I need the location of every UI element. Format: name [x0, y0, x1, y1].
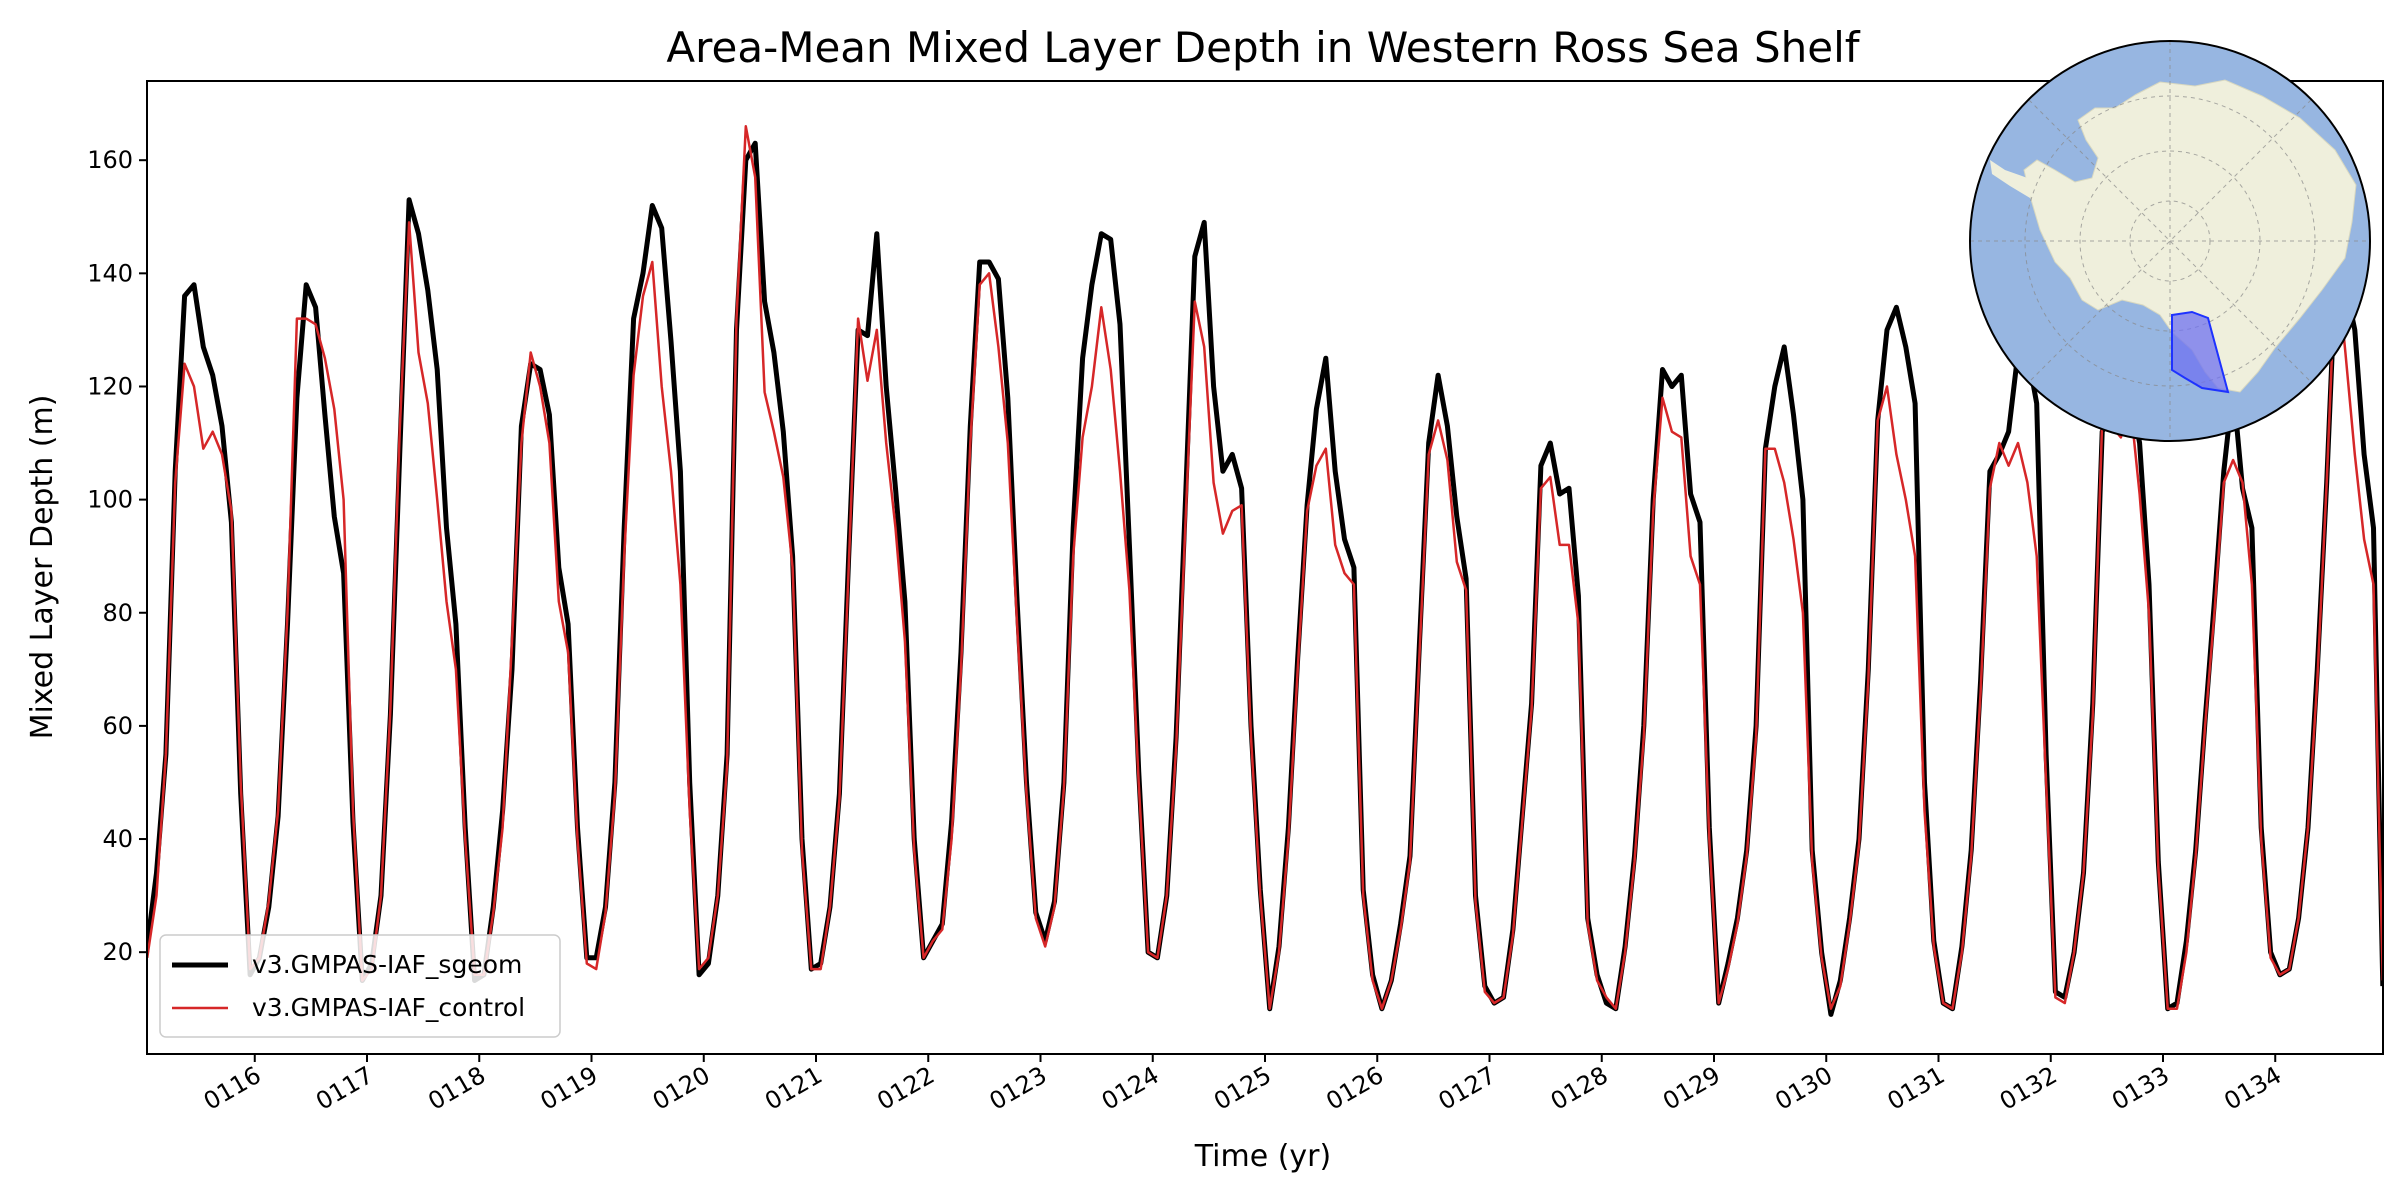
legend-label-control: v3.GMPAS-IAF_control: [252, 993, 525, 1022]
legend-label-sgeom: v3.GMPAS-IAF_sgeom: [252, 950, 522, 979]
legend: v3.GMPAS-IAF_sgeom v3.GMPAS-IAF_control: [159, 934, 561, 1038]
y-tick-label: 40: [102, 825, 133, 853]
y-tick-label: 100: [87, 486, 133, 514]
y-tick-label: 160: [87, 146, 133, 174]
plot-lines: [147, 125, 2383, 1017]
antarctic-peninsula: [1990, 160, 2038, 198]
y-axis-label: Mixed Layer Depth (m): [25, 395, 60, 740]
y-tick-label: 80: [102, 599, 133, 627]
y-axis: 20 40 60 80 100 120 140 160: [87, 146, 147, 966]
series-line-1: [147, 125, 2383, 1010]
western-ross-sea-region: [2171, 310, 2230, 394]
y-tick-label: 60: [102, 712, 133, 740]
x-axis-label: Time (yr): [1194, 1139, 1331, 1174]
y-tick-label: 20: [102, 938, 133, 966]
antarctica-inset-map: [1969, 40, 2371, 442]
y-tick-label: 140: [87, 259, 133, 287]
chart-title: Area-Mean Mixed Layer Depth in Western R…: [666, 23, 1860, 72]
y-tick-label: 120: [87, 372, 133, 400]
antarctica-land: [2023, 79, 2357, 393]
map-graticule: [1970, 41, 2370, 441]
